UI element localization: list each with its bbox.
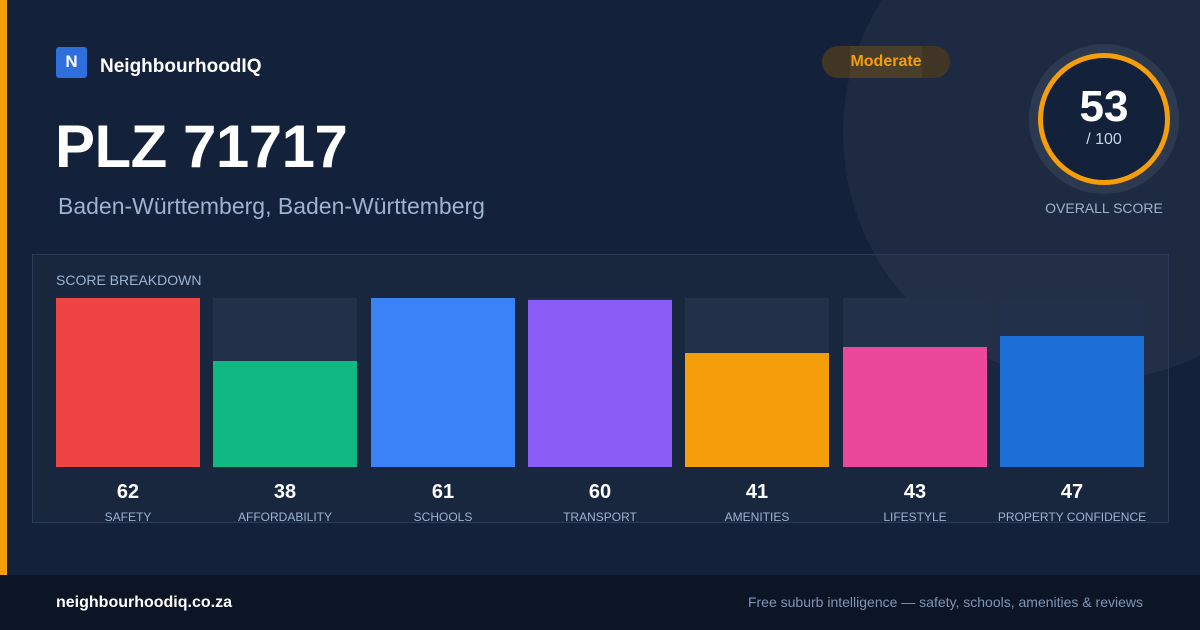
bar-label: AMENITIES — [724, 510, 790, 524]
brand[interactable]: N NeighbourhoodIQ — [56, 46, 261, 78]
bar-label: TRANSPORT — [563, 510, 637, 524]
overall-score-max: / 100 — [1086, 131, 1122, 148]
score-bar-lifestyle: 43 LIFESTYLE — [843, 298, 987, 524]
footer-domain-link[interactable]: neighbourhoodiq.co.za — [56, 594, 232, 611]
bar-track — [528, 298, 672, 467]
footer: neighbourhoodiq.co.za Free suburb intell… — [0, 575, 1200, 630]
bar-value: 61 — [431, 481, 455, 503]
bar-fill — [213, 361, 357, 467]
bar-fill — [528, 300, 672, 467]
bar-value: 41 — [745, 481, 769, 503]
bar-track — [213, 298, 357, 467]
score-bar-property-confidence: 47 PROPERTY CONFIDENCE — [998, 298, 1146, 524]
score-bar-transport: 60 TRANSPORT — [528, 298, 672, 524]
bar-label: SAFETY — [104, 510, 152, 524]
rating-badge: Moderate — [822, 46, 950, 78]
bar-value: 47 — [1060, 481, 1084, 503]
bar-value: 60 — [588, 481, 612, 503]
overall-score-ring: 53 / 100 — [1029, 44, 1179, 194]
bar-track — [843, 298, 987, 467]
breakdown-heading: SCORE BREAKDOWN — [56, 272, 202, 288]
bar-label: LIFESTYLE — [883, 510, 947, 524]
brand-name: NeighbourhoodIQ — [100, 56, 262, 77]
bar-fill — [56, 298, 200, 467]
bar-value: 43 — [903, 481, 927, 503]
bar-track — [371, 298, 515, 467]
overall-score-value: 53 — [1079, 82, 1129, 131]
bar-label: PROPERTY CONFIDENCE — [997, 510, 1147, 524]
bar-track — [1000, 298, 1144, 467]
overall-score-caption: OVERALL SCORE — [1045, 200, 1163, 216]
rating-badge-label: Moderate — [850, 53, 922, 70]
score-bar-affordability: 38 AFFORDABILITY — [213, 298, 357, 524]
score-bar-safety: 62 SAFETY — [56, 298, 200, 524]
bar-fill — [843, 347, 987, 467]
bar-fill — [371, 298, 515, 467]
page-title: PLZ 71717 — [55, 113, 348, 180]
bar-label: SCHOOLS — [413, 510, 473, 524]
footer-tagline: Free suburb intelligence — safety, schoo… — [747, 594, 1143, 610]
brand-logo-icon: N — [56, 46, 87, 78]
score-bar-schools: 61 SCHOOLS — [371, 298, 515, 524]
score-bar-amenities: 41 AMENITIES — [685, 298, 829, 524]
overall-score-circle: 53 / 100 — [1038, 53, 1170, 185]
score-breakdown-panel: SCORE BREAKDOWN 62 SAFETY 38 AFFORDABILITY 6… — [32, 254, 1169, 524]
bar-fill — [685, 353, 829, 467]
accent-strip — [0, 0, 7, 575]
bar-track — [685, 298, 829, 467]
bar-value: 38 — [273, 481, 297, 503]
bar-label: AFFORDABILITY — [237, 510, 332, 524]
page-subtitle: Baden-Württemberg, Baden-Württemberg — [58, 193, 485, 219]
bar-fill — [1000, 336, 1144, 467]
bar-track — [56, 298, 200, 467]
bar-value: 62 — [116, 481, 140, 503]
